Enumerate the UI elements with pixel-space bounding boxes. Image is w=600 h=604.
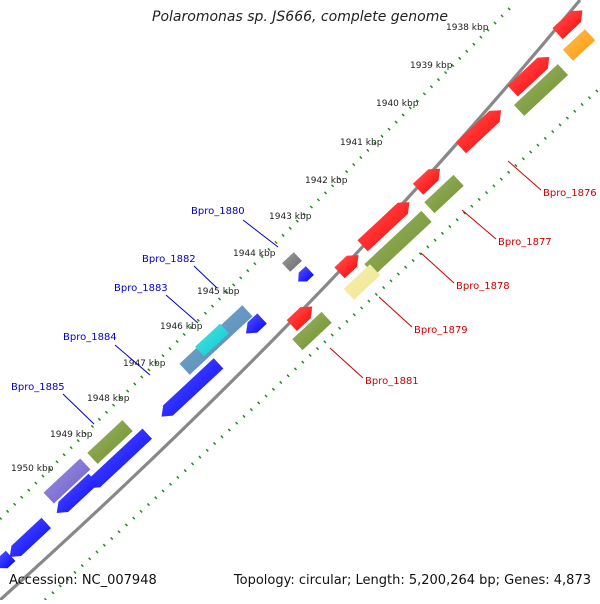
gene-label-right: Bpro_1878 bbox=[456, 281, 510, 292]
map-footer: Accession: NC_007948 Topology: circular;… bbox=[0, 573, 600, 593]
gene-label-leader bbox=[461, 209, 497, 240]
gene-feature-shade-11 bbox=[343, 264, 381, 300]
gene-label-right: Bpro_1877 bbox=[498, 237, 552, 248]
tick-label-kbp: 1939 kbp bbox=[410, 61, 453, 71]
gene-feature-shade-0 bbox=[552, 10, 583, 40]
gene-labels: Bpro_1880 Bpro_1882 Bpro_1883 Bpro_1884 Bpro… bbox=[11, 160, 597, 425]
map-title: Polaromonas sp. JS666, complete genome bbox=[0, 9, 600, 25]
map-title-text: Polaromonas sp. JS666, complete genome bbox=[152, 9, 448, 25]
gene-label-left: Bpro_1882 bbox=[142, 254, 196, 265]
gene-features bbox=[0, 10, 596, 569]
tick-label-kbp: 1945 kbp bbox=[197, 287, 240, 297]
gc-track-1 bbox=[43, 86, 600, 602]
tick-label-kbp: 1938 kbp bbox=[446, 23, 489, 33]
gene-feature-shade-14 bbox=[246, 313, 267, 334]
gene-label-right: Bpro_1879 bbox=[414, 325, 468, 336]
gene-feature-shade-2 bbox=[455, 110, 502, 154]
gene-label-leader bbox=[62, 393, 95, 425]
gc-track-0 bbox=[0, 6, 512, 521]
gene-label-left: Bpro_1885 bbox=[11, 382, 65, 393]
tick-label-kbp: 1950 kbp bbox=[11, 464, 54, 474]
gene-feature-shade-19 bbox=[0, 550, 16, 569]
gene-feature-shade-9 bbox=[424, 174, 464, 214]
gene-feature-shade-12 bbox=[292, 311, 332, 351]
gene-label-right: Bpro_1881 bbox=[365, 376, 419, 387]
gene-feature-shade-17 bbox=[56, 473, 98, 513]
gene-label-left: Bpro_1883 bbox=[114, 283, 168, 294]
gene-feature-shade-6 bbox=[286, 306, 313, 331]
gene-label-leader bbox=[165, 294, 199, 324]
gene-feature-shade-18 bbox=[9, 517, 51, 557]
gene-feature-shade-16 bbox=[88, 428, 152, 489]
gene-label-leader bbox=[378, 296, 413, 328]
gene-label-leader bbox=[242, 219, 279, 248]
gene-feature-shade-15 bbox=[161, 358, 224, 417]
gene-label-left: Bpro_1880 bbox=[191, 206, 245, 217]
backbone-line bbox=[0, 0, 582, 602]
gene-label-leader bbox=[420, 252, 455, 284]
tick-label-kbp: 1948 kbp bbox=[87, 394, 130, 404]
gene-feature-shade-13 bbox=[298, 266, 314, 282]
gene-label-left: Bpro_1884 bbox=[63, 332, 117, 343]
gene-label-leader bbox=[114, 344, 151, 376]
tick-label-kbp: 1942 kbp bbox=[305, 176, 348, 186]
gene-feature-shade-23 bbox=[87, 420, 133, 464]
gene-label-leader bbox=[507, 160, 542, 191]
gene-label-right: Bpro_1876 bbox=[543, 188, 597, 199]
gene-feature-shade-4 bbox=[357, 202, 410, 252]
gene-feature-shade-10 bbox=[364, 210, 432, 276]
gene-feature-shade-22 bbox=[195, 323, 229, 357]
gene-feature-shade-24 bbox=[43, 458, 91, 504]
gene-feature-shade-8 bbox=[514, 64, 568, 116]
gene-feature-shade-7 bbox=[562, 29, 596, 61]
kbp-tick-labels: 1938 kbp 1939 kbp 1940 kbp 1941 kbp 1942 kbp… bbox=[11, 23, 489, 474]
tick-label-kbp: 1943 kbp bbox=[269, 212, 312, 222]
tick-label-kbp: 1949 kbp bbox=[50, 430, 93, 440]
gc-dotted-tracks bbox=[0, 6, 600, 602]
tick-label-kbp: 1944 kbp bbox=[233, 249, 276, 259]
accession-label: Accession: NC_007948 bbox=[9, 573, 157, 588]
gene-label-leader bbox=[329, 347, 364, 379]
gene-feature-shade-1 bbox=[507, 57, 550, 97]
genome-backbone bbox=[0, 0, 582, 602]
tick-label-kbp: 1941 kbp bbox=[340, 138, 383, 148]
tick-label-kbp: 1940 kbp bbox=[376, 99, 419, 109]
gene-feature-shade-5 bbox=[334, 255, 359, 279]
gene-feature-shade-3 bbox=[412, 168, 440, 195]
gene-label-leader bbox=[193, 265, 218, 289]
tick-label-kbp: 1946 kbp bbox=[160, 322, 203, 332]
tick-label-kbp: 1947 kbp bbox=[123, 359, 166, 369]
genome-summary: Topology: circular; Length: 5,200,264 bp… bbox=[233, 573, 591, 588]
gene-feature-shade-20 bbox=[282, 252, 302, 272]
